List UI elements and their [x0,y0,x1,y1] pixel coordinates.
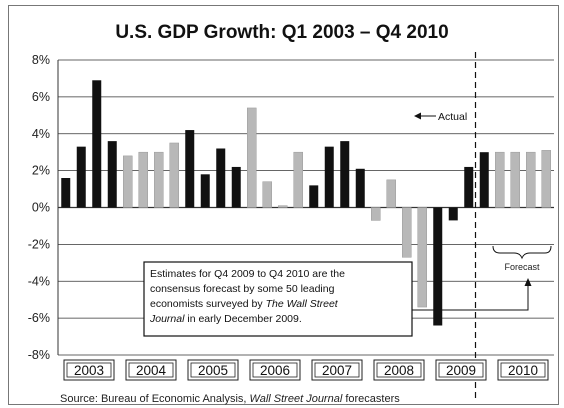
note-line: Journal in early December 2009. [149,313,302,325]
bar [123,155,133,208]
y-tick-label: 4% [32,127,50,141]
bar [371,207,381,221]
note-line: Estimates for Q4 2009 to Q4 2010 are the [150,268,345,280]
bar [107,141,117,208]
y-tick-label: -6% [28,311,50,325]
note-line: consensus forecast by some 50 leading [150,283,335,295]
bar [216,148,226,208]
bar [247,107,257,208]
year-box [63,359,115,381]
bar [541,150,551,208]
y-tick-label: 8% [32,53,50,67]
year-label: 2003 [74,363,104,378]
bar [154,151,164,208]
source-note: Source: Bureau of Economic Analysis, Wal… [60,393,400,405]
y-tick-label: -8% [28,348,50,362]
year-box [497,359,549,381]
bar [448,207,458,221]
bar [526,151,536,208]
year-box-inner [500,362,546,378]
year-box-inner [66,362,112,378]
year-box [435,359,487,381]
bars [61,52,551,400]
bar [495,151,505,208]
bar [386,179,396,208]
bar [355,168,365,208]
bar [402,207,412,258]
y-axis: 8% 6% 4% 2% 0% -2% -4% -6% -8% [28,53,50,362]
year-box [311,359,363,381]
year-box [125,359,177,381]
note-arrowhead [524,278,532,286]
bar [61,178,71,208]
bar [169,142,179,208]
y-tick-label: 6% [32,90,50,104]
actual-arrowhead [414,112,421,120]
bar [200,174,210,208]
note-arrow [412,285,529,311]
bar [92,80,102,208]
x-axis-years: 2003 2004 2005 2006 2007 2008 2009 2010 [63,359,549,381]
grid [57,59,554,356]
bar [433,207,443,326]
bar [138,151,148,208]
bar [293,151,303,208]
year-box-inner [128,362,174,378]
y-tick-label: -2% [28,237,50,251]
bar [76,146,86,208]
year-label: 2008 [384,363,414,378]
bar [309,185,319,208]
note-box [143,261,413,337]
year-box-inner [438,362,484,378]
bar [417,207,427,308]
note-line: economists surveyed by The Wall Street [150,298,339,310]
year-box-inner [190,362,236,378]
bar [340,141,350,208]
year-label: 2004 [136,363,167,378]
y-tick-label: 0% [32,201,50,215]
year-box [249,359,301,381]
bar [185,130,195,208]
bar [262,181,272,208]
year-label: 2005 [198,363,228,378]
annotations: Actual Forecast Estimates for Q4 2009 to Q… [143,111,552,337]
y-tick-label: 2% [32,164,50,178]
year-box-inner [252,362,298,378]
year-box [373,359,425,381]
y-tick-label: -4% [28,274,50,288]
bar [464,166,474,208]
bar [278,205,288,208]
bar [324,146,334,208]
year-box-inner [376,362,422,378]
forecast-label: Forecast [504,262,540,272]
year-label: 2006 [260,363,290,378]
bar [510,151,520,208]
year-box-inner [314,362,360,378]
bar [479,152,489,208]
year-label: 2007 [322,363,352,378]
actual-label: Actual [438,111,467,123]
bar [231,166,241,208]
year-label: 2009 [446,363,476,378]
year-box [187,359,239,381]
year-label: 2010 [508,363,538,378]
forecast-bracket [492,245,552,260]
chart-title: U.S. GDP Growth: Q1 2003 – Q4 2010 [115,22,448,43]
